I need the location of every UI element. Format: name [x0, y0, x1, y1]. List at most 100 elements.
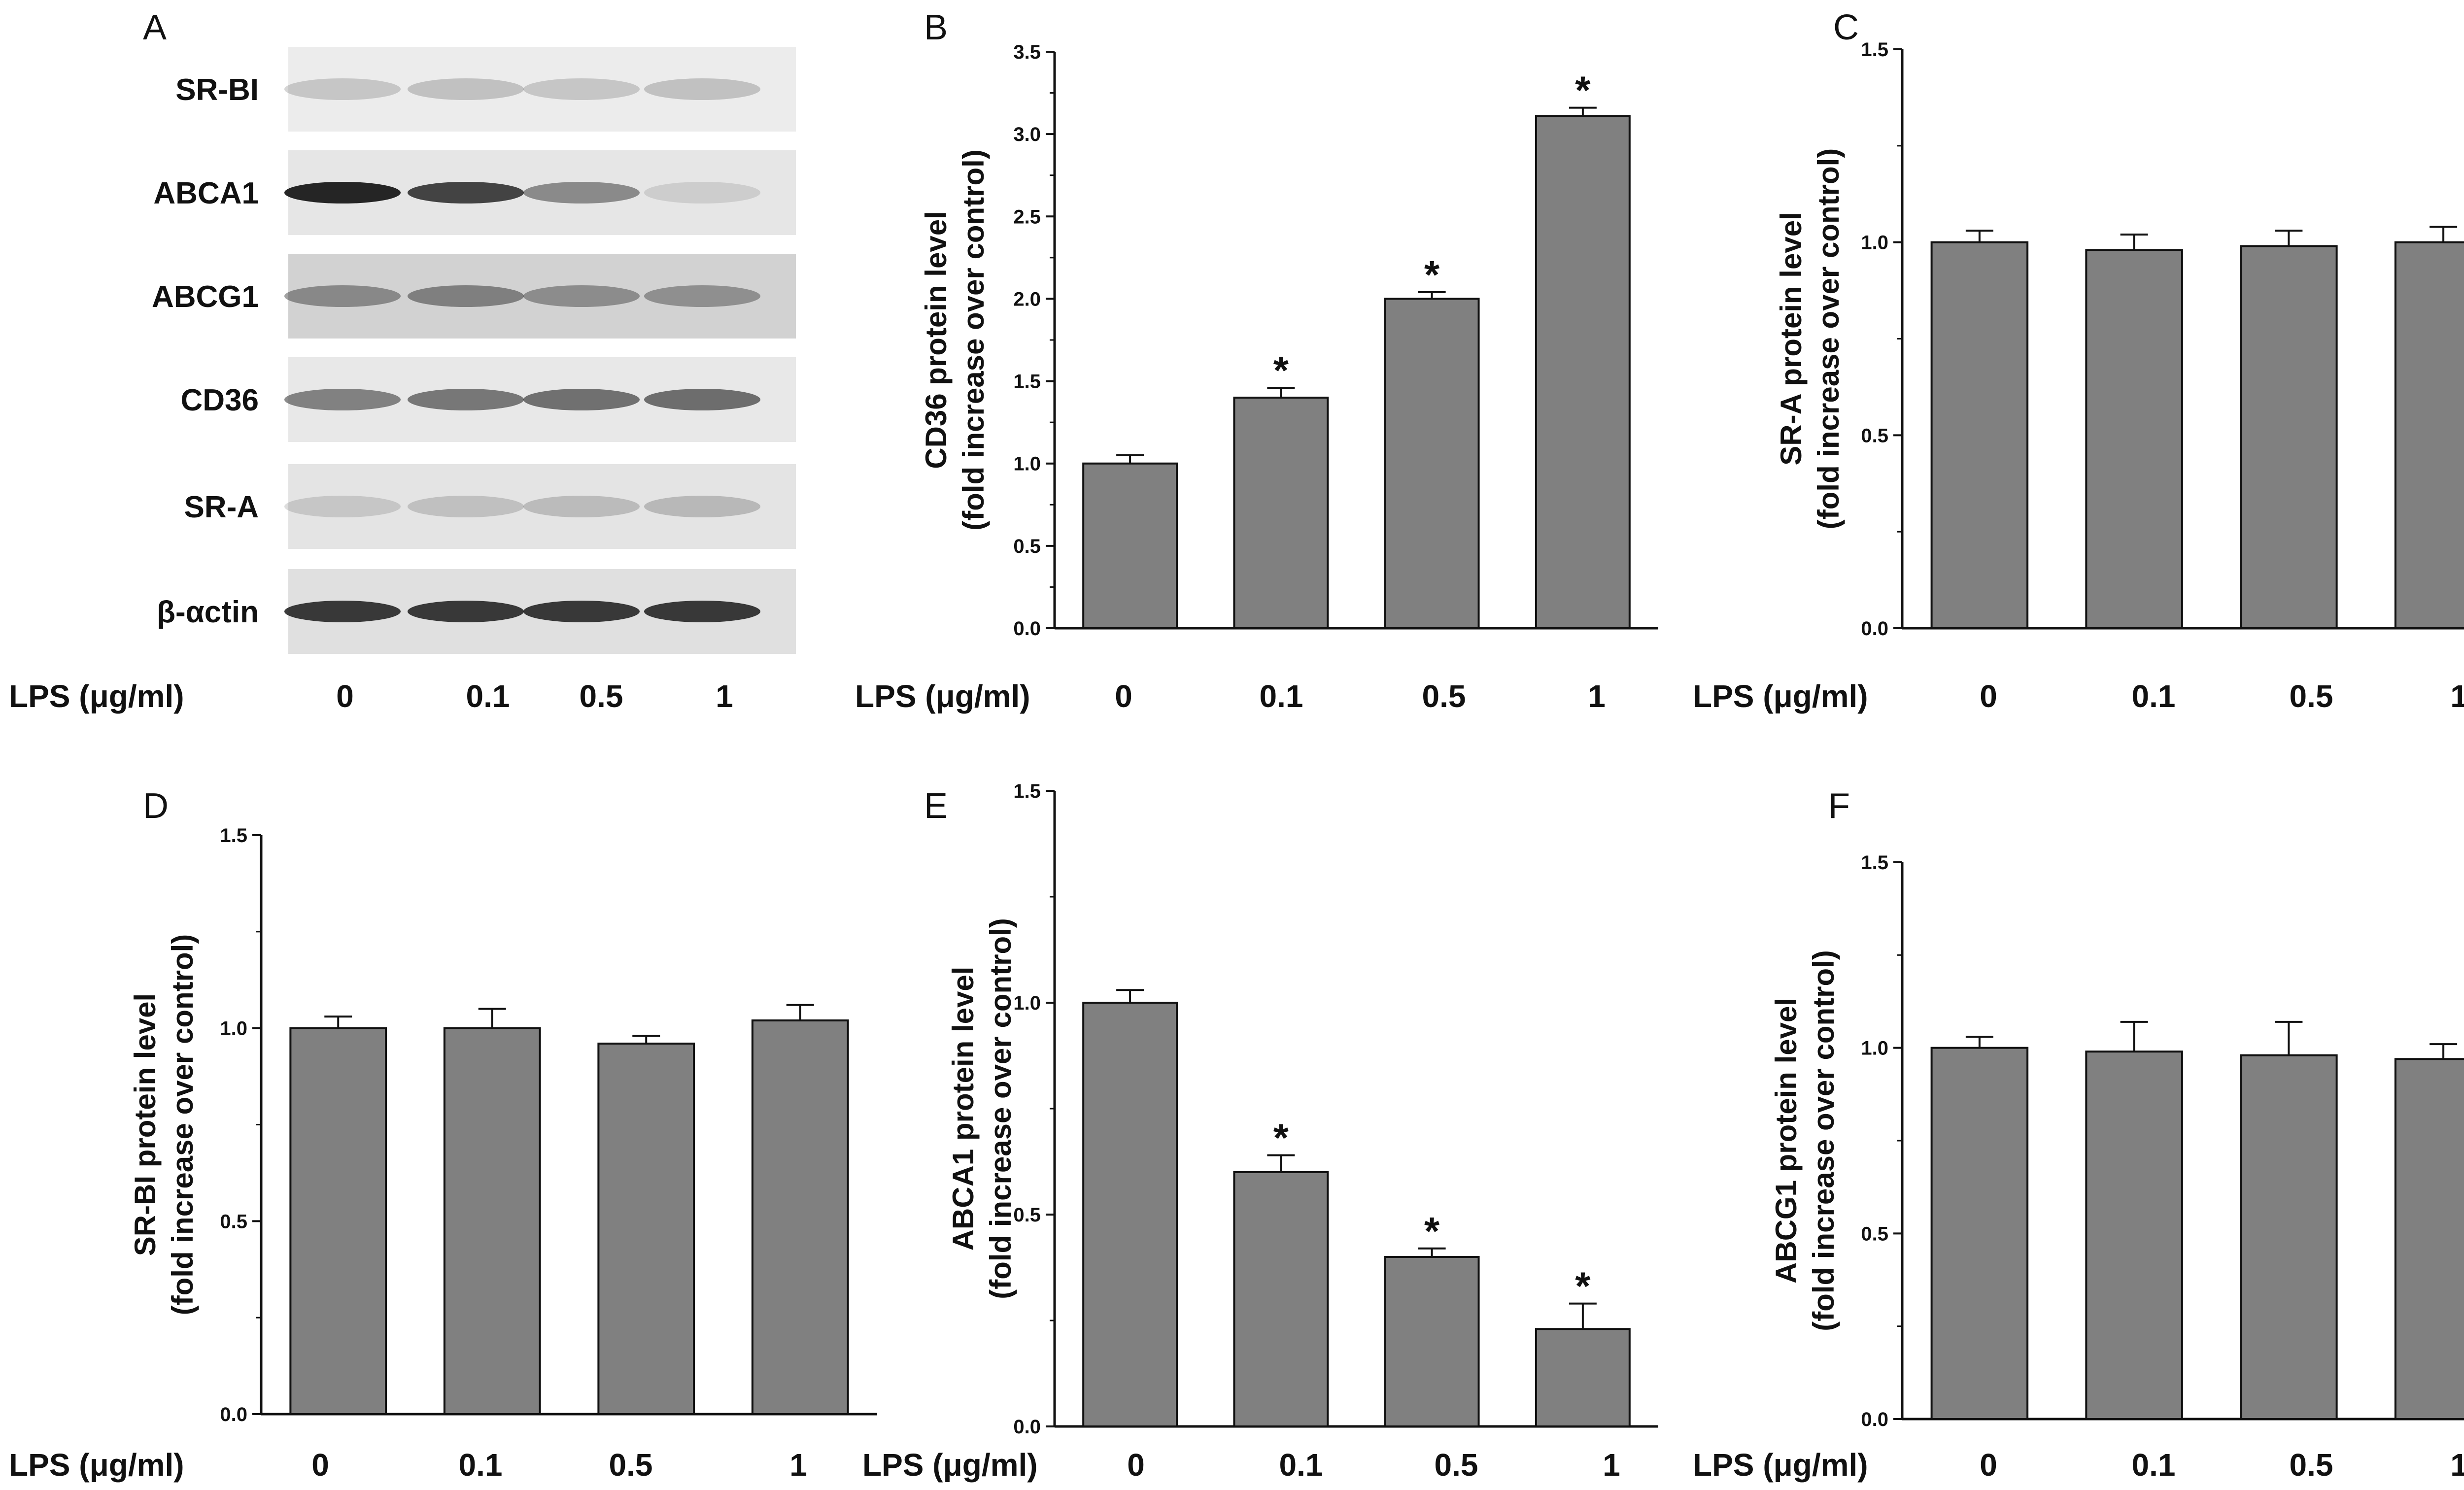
y-tick-label: 1.5: [1861, 39, 1888, 61]
y-axis-label-line: (fold increase over control): [984, 918, 1017, 1299]
significance-star: *: [1575, 1264, 1591, 1308]
y-tick-label: 0.0: [1013, 1416, 1041, 1438]
blot-band-abcg1: ABCG1: [152, 254, 796, 339]
x-tick-label: 0: [1980, 678, 1997, 714]
blot-strip: [288, 464, 796, 549]
western-blot-panel: ASR-BI ABCA1 ABCG1 CD36 SR-A β-αctin LPS (μg/m…: [9, 8, 796, 714]
blot-strip: [288, 254, 796, 339]
chart-panel-f: F 0.0 0.5 1.0 1.5 0 0.1 0.5 1 LPS (μg/ml) ABCG1 pr…: [1693, 786, 2464, 1483]
x-axis-label: LPS (μg/ml): [9, 1447, 184, 1483]
y-tick-label: 3.0: [1013, 124, 1041, 145]
band-label: ABCG1: [152, 280, 259, 314]
blot-band-abca1: ABCA1: [153, 150, 796, 235]
x-axis-label: LPS (μg/ml): [9, 678, 184, 714]
y-tick-label: 1.5: [1013, 780, 1041, 802]
x-tick-label: 0.5: [1435, 1447, 1478, 1483]
x-axis-label: LPS (μg/ml): [1693, 678, 1868, 714]
x-tick-label: 0.5: [2290, 1447, 2333, 1483]
band-label: SR-A: [184, 490, 259, 524]
x-tick-label: 0.1: [459, 1447, 503, 1483]
y-axis-label-line: (fold increase over control): [1807, 950, 1840, 1331]
y-axis-label-line: ABCA1 protein level: [947, 967, 980, 1251]
x-tick-label: 0.5: [2290, 678, 2333, 714]
bar: [1233, 397, 1329, 629]
y-tick-label: 0.5: [1861, 425, 1888, 446]
significance-star: *: [1424, 1209, 1440, 1253]
y-tick-label: 2.0: [1013, 288, 1041, 310]
blot-lane-band: [408, 78, 524, 100]
y-tick-label: 1.0: [1013, 992, 1041, 1014]
y-tick-label: 0.5: [1013, 536, 1041, 557]
blot-lane-band: [523, 389, 640, 410]
x-tick-label: 0.1: [1279, 1447, 1323, 1483]
significance-star: *: [1273, 348, 1289, 392]
y-axis-label-line: CD36 protein level: [920, 211, 953, 469]
band-label: ABCA1: [153, 176, 259, 210]
y-axis-label-line: (fold increase over control): [1812, 148, 1845, 530]
lane-label: 1: [716, 678, 733, 714]
lane-label: 0.5: [580, 678, 623, 714]
y-axis-label-line: (fold increase over control): [166, 934, 199, 1316]
bar: [1384, 298, 1480, 629]
y-tick-label: 0.0: [1013, 618, 1041, 640]
blot-band-sr-bi: SR-BI: [175, 47, 796, 132]
bar: [1384, 1256, 1480, 1427]
blot-lane-band: [284, 78, 401, 100]
panel-letter-a: A: [143, 8, 167, 47]
panel-letter: B: [924, 8, 948, 47]
significance-star: *: [1424, 253, 1440, 297]
y-tick-label: 0.0: [220, 1404, 247, 1425]
bar: [2240, 245, 2338, 629]
blot-lane-band: [644, 389, 760, 410]
blot-lane-band: [284, 496, 401, 517]
blot-band--ctin: β-αctin: [157, 569, 796, 654]
x-tick-label: 0: [1980, 1447, 1997, 1483]
chart-panel-d: D 0.0 0.5 1.0 1.5 0 0.1 0.5 1 LPS (μg/ml) SR-BI pr…: [9, 786, 877, 1483]
y-axis-label: ABCA1 protein level (fold increase over c…: [947, 918, 1017, 1299]
chart-panel-e: E 0.0 0.5 1.0 1.5 0 * 0.1 * 0.5 * 1 LPS (μg/ml) ABCA1…: [862, 780, 1658, 1483]
blot-lane-band: [408, 389, 524, 410]
blot-lane-band: [644, 601, 760, 622]
y-axis-label: SR-A protein level (fold increase over co…: [1775, 148, 1845, 530]
bar: [2085, 1050, 2183, 1420]
lane-label: 0: [336, 678, 354, 714]
y-axis-label: CD36 protein level (fold increase over co…: [920, 149, 990, 531]
x-tick-label: 1: [789, 1447, 807, 1483]
y-tick-label: 1.0: [1013, 453, 1041, 475]
blot-lane-band: [408, 496, 524, 517]
panel-letter: C: [1833, 8, 1859, 47]
blot-lane-band: [644, 285, 760, 307]
y-axis-label-line: SR-BI protein level: [129, 993, 162, 1256]
y-tick-label: 0.5: [1861, 1223, 1888, 1245]
band-label: β-αctin: [157, 595, 259, 629]
bar: [1082, 462, 1178, 629]
y-tick-label: 1.5: [1013, 371, 1041, 393]
bar: [1535, 115, 1631, 629]
bar: [2085, 249, 2183, 630]
x-tick-label: 0: [1115, 678, 1132, 714]
y-tick-label: 3.5: [1013, 41, 1041, 63]
y-axis-label-line: ABCG1 protein level: [1770, 998, 1803, 1284]
y-tick-label: 0.0: [1861, 1409, 1888, 1430]
blot-lane-band: [644, 496, 760, 517]
bar: [1930, 1047, 2029, 1421]
x-axis-label: LPS (μg/ml): [855, 678, 1030, 714]
x-tick-label: 0.5: [609, 1447, 653, 1483]
y-tick-label: 1.0: [1861, 1038, 1888, 1059]
bar: [1233, 1171, 1329, 1427]
panel-letter: D: [143, 786, 169, 826]
x-tick-label: 0.1: [2132, 678, 2176, 714]
y-tick-label: 1.0: [1861, 232, 1888, 254]
y-tick-label: 2.5: [1013, 206, 1041, 228]
bar-chart-panels: B 0.0 0.5 1.0 1.5 2.0 2.5 3.0 3.5 0 * 0.1 * 0.5 * 1 LPS …: [9, 8, 2464, 1483]
significance-star: *: [1575, 68, 1591, 112]
blot-lane-band: [523, 182, 640, 203]
x-tick-label: 0.1: [2132, 1447, 2176, 1483]
significance-star: *: [1273, 1116, 1289, 1160]
x-tick-label: 1: [2450, 678, 2464, 714]
blot-lane-band: [284, 182, 401, 203]
blot-lane-band: [284, 285, 401, 307]
blot-lane-band: [523, 601, 640, 622]
y-tick-label: 0.5: [1013, 1204, 1041, 1226]
